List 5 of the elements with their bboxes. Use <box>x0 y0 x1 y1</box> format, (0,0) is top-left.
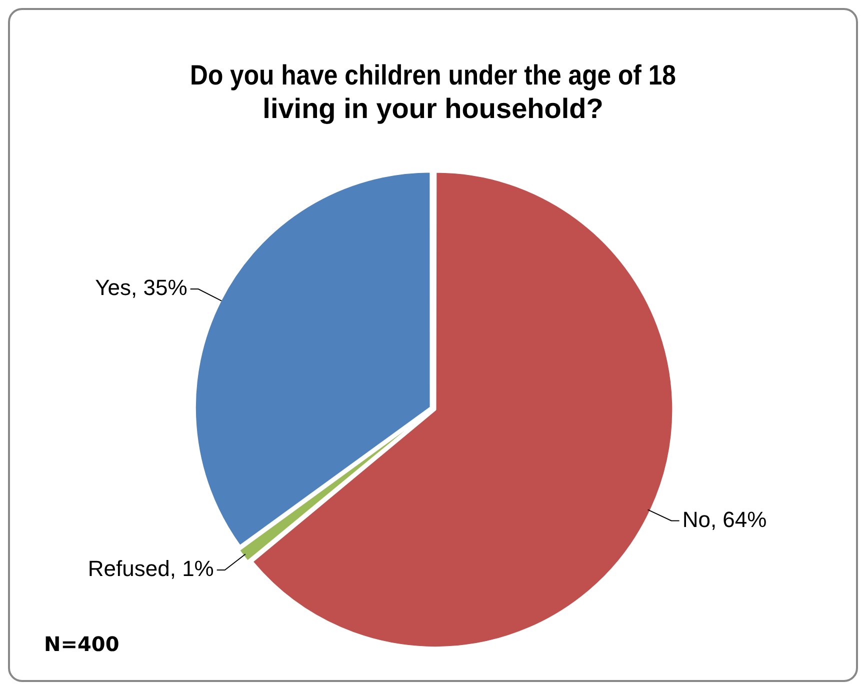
text: N=400 <box>44 632 120 656</box>
data-label: Refused, 1% <box>88 556 214 582</box>
data-label: No, 64% <box>682 506 767 532</box>
data-label: Yes, 35% <box>95 275 188 300</box>
chart-title: Do you have children under the age of 18 living in your household? <box>190 59 676 124</box>
